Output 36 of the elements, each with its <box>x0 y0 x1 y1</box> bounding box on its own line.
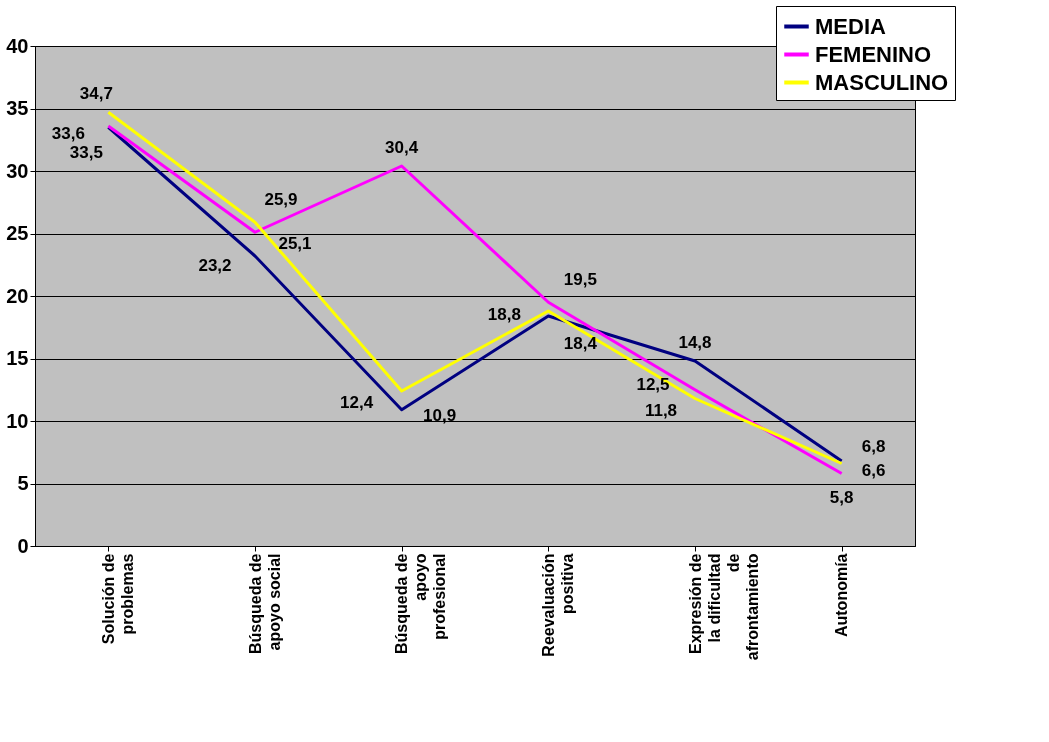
data-label: 30,4 <box>385 138 419 157</box>
legend-label: FEMENINO <box>815 41 932 67</box>
y-tick-label: 25 <box>6 222 29 244</box>
data-label: 18,4 <box>563 334 598 353</box>
y-tick-label: 40 <box>6 34 29 57</box>
data-label: 33,5 <box>69 143 103 163</box>
y-tick-label: 10 <box>6 409 29 432</box>
y-tick-label: 20 <box>6 284 29 307</box>
data-label: 25,1 <box>278 234 312 254</box>
y-tick-label: 35 <box>6 97 29 119</box>
x-tick-label: Autonomía <box>833 553 851 638</box>
data-label: 18,8 <box>487 305 521 324</box>
data-label: 6,6 <box>861 460 886 480</box>
y-tick-label: 5 <box>17 472 29 494</box>
x-tick-label: Expresión de la dificultad de afrontamiento <box>686 553 761 661</box>
x-tick-label: Reevaluación positiva <box>539 553 576 657</box>
data-label: 5,8 <box>829 487 854 507</box>
x-tick-label: Búsqueda de apoyo social <box>246 553 283 654</box>
data-label: 6,8 <box>861 437 886 456</box>
y-tick-label: 15 <box>6 347 29 369</box>
x-tick-label: Búsqueda de apoyo profesional <box>393 553 449 654</box>
data-label: 10,9 <box>423 405 457 425</box>
data-label: 11,8 <box>644 400 678 420</box>
data-label: 19,5 <box>563 270 597 290</box>
data-label: 23,2 <box>198 256 232 275</box>
y-tick-label: 30 <box>6 159 29 182</box>
data-label: 25,9 <box>264 190 298 210</box>
data-label: 12,4 <box>340 393 374 412</box>
data-label: 14,8 <box>678 333 712 352</box>
data-label: 34,7 <box>79 84 113 104</box>
x-tick-label: Solución de problemas <box>99 553 136 645</box>
data-label: 33,6 <box>51 124 85 143</box>
legend-label: MEDIA <box>815 13 886 39</box>
y-tick-label: 0 <box>17 534 29 557</box>
legend-label: MASCULINO <box>815 69 949 95</box>
data-label: 12,5 <box>636 374 670 394</box>
